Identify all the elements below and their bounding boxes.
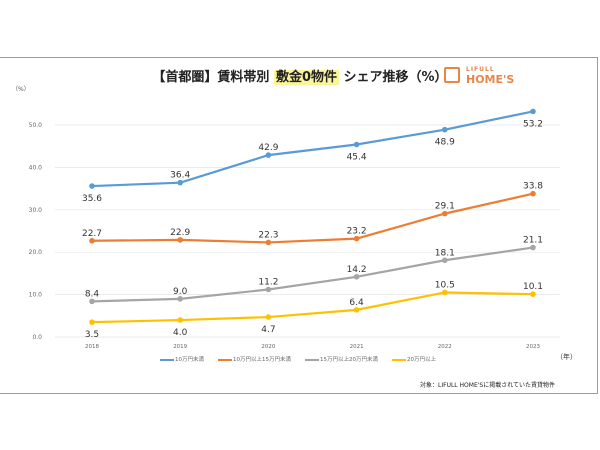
data-label: 8.4 bbox=[85, 289, 100, 299]
data-point bbox=[353, 307, 360, 313]
data-point bbox=[177, 179, 183, 186]
x-tick-label: 2019 bbox=[173, 344, 187, 350]
y-axis-unit: （%） bbox=[12, 86, 30, 93]
data-point bbox=[353, 273, 360, 280]
data-label: 42.9 bbox=[258, 143, 278, 153]
legend-label: 10万円未満 bbox=[175, 357, 204, 363]
data-label: 4.7 bbox=[261, 325, 275, 335]
legend-item: 10万円以上15万円未満 bbox=[218, 355, 291, 363]
data-point bbox=[442, 126, 448, 133]
data-point bbox=[89, 319, 95, 325]
legend-item: 10万円未満 bbox=[160, 355, 204, 363]
legend-label: 20万円以上 bbox=[407, 357, 436, 363]
data-label: 22.9 bbox=[170, 228, 190, 238]
y-tick-label: 40.0 bbox=[29, 164, 43, 171]
data-point bbox=[353, 235, 360, 242]
y-tick-label: 10.0 bbox=[29, 292, 43, 299]
chart-frame bbox=[0, 57, 598, 394]
data-label: 6.4 bbox=[349, 298, 364, 308]
data-point bbox=[89, 237, 95, 244]
data-point bbox=[442, 289, 448, 296]
legend-swatch bbox=[160, 358, 174, 361]
data-label: 22.7 bbox=[82, 229, 102, 239]
data-point bbox=[265, 239, 272, 246]
data-label: 48.9 bbox=[435, 138, 455, 148]
data-label: 4.0 bbox=[173, 328, 188, 338]
data-label: 35.6 bbox=[82, 194, 102, 204]
data-label: 14.2 bbox=[347, 265, 367, 275]
legend-label: 15万円以上20万円未満 bbox=[320, 357, 378, 363]
legend-swatch bbox=[392, 358, 406, 361]
title-part: シェア推移（%） bbox=[339, 70, 448, 85]
data-point bbox=[265, 286, 272, 293]
data-label: 18.1 bbox=[435, 248, 455, 258]
data-label: 10.5 bbox=[435, 280, 455, 290]
legend: 10万円未満 10万円以上15万円未満 15万円以上20万円未満 20万円以上 bbox=[160, 355, 436, 363]
data-label: 22.3 bbox=[258, 230, 278, 240]
y-tick-label: 0.0 bbox=[32, 334, 42, 341]
x-axis-unit: （年） bbox=[556, 353, 577, 361]
data-label: 29.1 bbox=[435, 202, 455, 212]
logo-line1: LIFULL bbox=[466, 66, 495, 73]
series-line bbox=[91, 192, 534, 244]
x-tick-label: 2018 bbox=[85, 344, 99, 350]
y-tick-label: 20.0 bbox=[29, 249, 43, 256]
data-label: 3.5 bbox=[85, 330, 99, 340]
x-tick-label: 2020 bbox=[261, 344, 275, 350]
data-point bbox=[177, 317, 183, 323]
data-point bbox=[530, 108, 536, 115]
series-line bbox=[91, 110, 534, 188]
legend-item: 15万円以上20万円未満 bbox=[305, 355, 378, 363]
legend-label: 10万円以上15万円未満 bbox=[233, 357, 291, 363]
data-point bbox=[442, 210, 448, 217]
x-tick-label: 2021 bbox=[350, 344, 364, 350]
logo-line2: HOME'S bbox=[466, 73, 515, 86]
x-tick-label: 2022 bbox=[438, 344, 452, 350]
source-note: 対象：LIFULL HOME'Sに掲載されていた賃貸物件 bbox=[420, 382, 556, 389]
data-point bbox=[353, 141, 360, 148]
house-icon bbox=[444, 67, 460, 83]
legend-item: 20万円以上 bbox=[392, 355, 436, 363]
data-label: 36.4 bbox=[170, 171, 190, 181]
x-tick-label: 2023 bbox=[526, 344, 540, 350]
data-point bbox=[89, 298, 95, 305]
data-point bbox=[530, 291, 536, 297]
data-label: 33.8 bbox=[523, 182, 543, 192]
data-label: 45.4 bbox=[347, 153, 367, 163]
title-part: 【首都圏】賃料帯別 bbox=[152, 70, 274, 85]
y-tick-label: 30.0 bbox=[29, 207, 43, 214]
data-point bbox=[442, 257, 448, 264]
chart-title: 【首都圏】賃料帯別 敷金0物件 シェア推移（%） bbox=[0, 66, 600, 85]
data-label: 9.0 bbox=[173, 287, 188, 297]
data-point bbox=[530, 244, 536, 251]
title-highlight: 敷金0物件 bbox=[273, 70, 339, 85]
data-point bbox=[89, 183, 95, 189]
series-line bbox=[91, 246, 534, 303]
data-point bbox=[177, 237, 183, 243]
data-point bbox=[265, 152, 272, 158]
data-point bbox=[177, 296, 183, 302]
data-label: 23.2 bbox=[347, 227, 367, 237]
y-tick-label: 50.0 bbox=[29, 122, 43, 129]
legend-swatch bbox=[218, 358, 232, 361]
series-line bbox=[91, 291, 534, 324]
data-label: 53.2 bbox=[523, 119, 543, 129]
legend-swatch bbox=[305, 358, 319, 361]
data-label: 21.1 bbox=[523, 236, 543, 246]
data-label: 11.2 bbox=[258, 278, 278, 288]
data-point bbox=[530, 190, 536, 197]
data-label: 10.1 bbox=[523, 282, 543, 292]
data-point bbox=[265, 314, 272, 320]
